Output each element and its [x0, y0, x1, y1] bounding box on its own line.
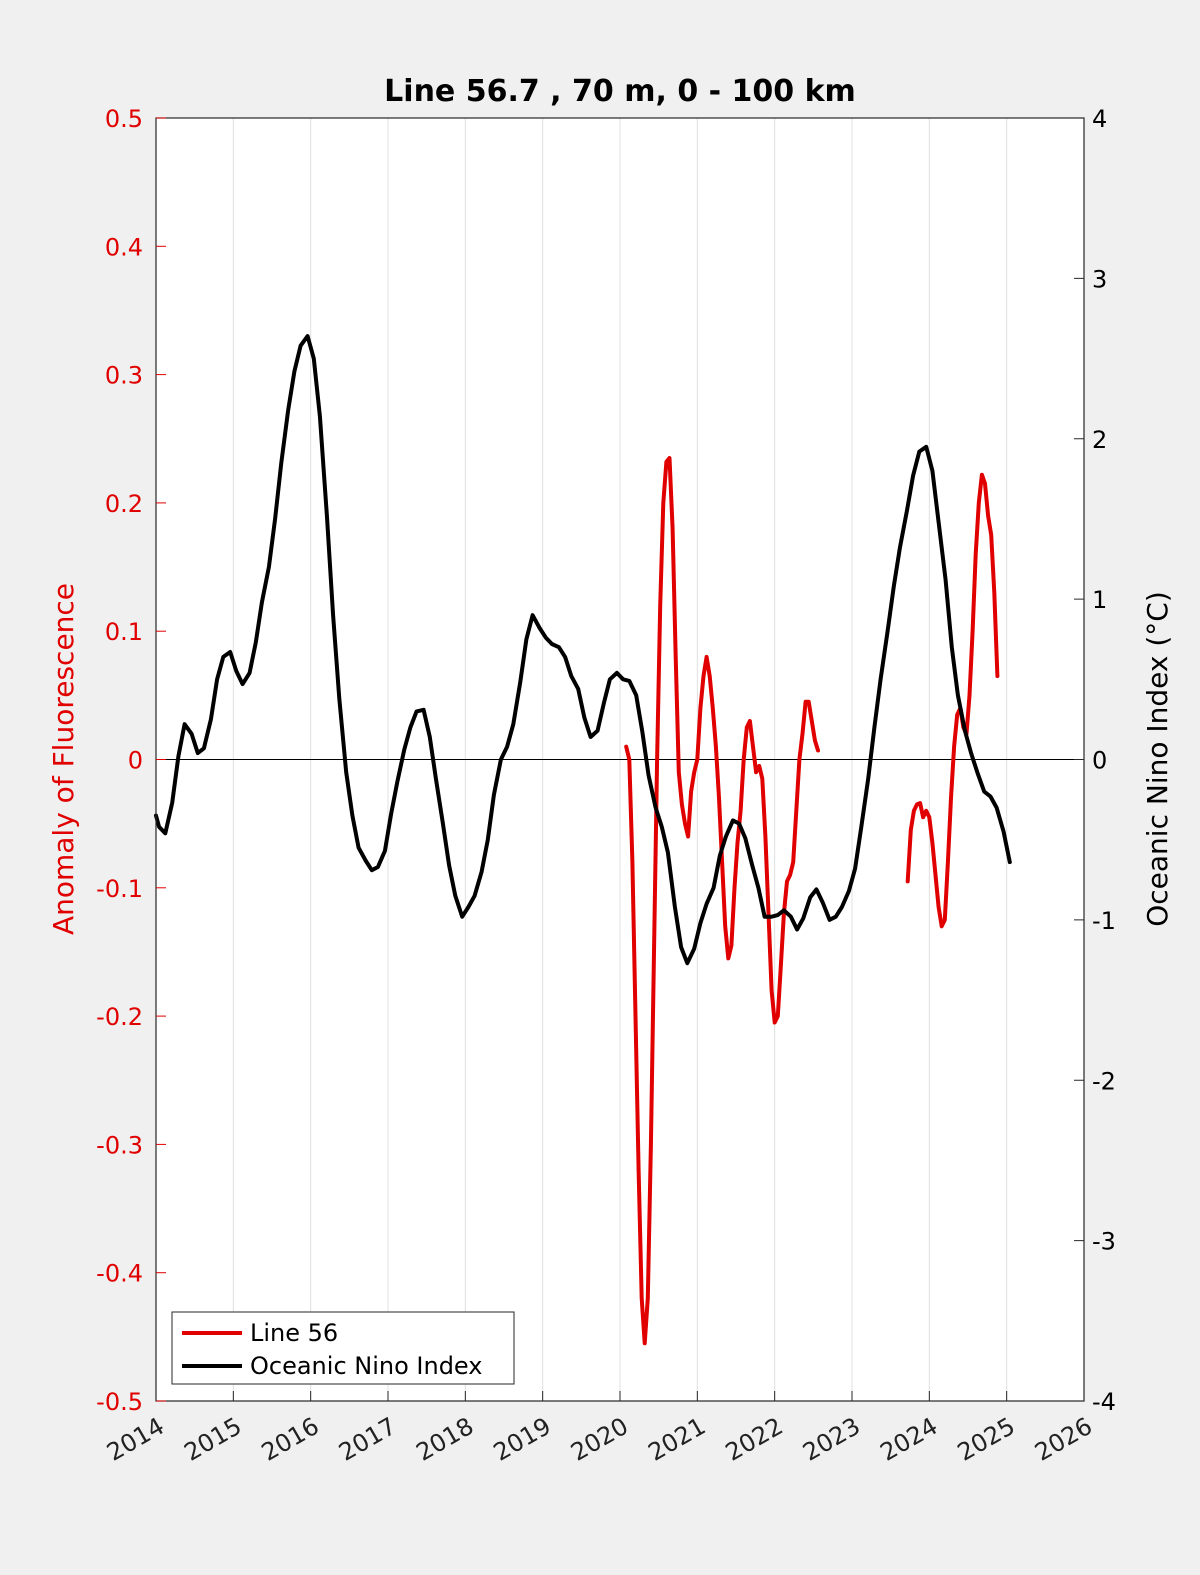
y-right-tick-label: 2: [1092, 426, 1107, 454]
series-line56-segment-0: [624, 456, 820, 1346]
legend: Line 56 Oceanic Nino Index: [171, 1311, 515, 1385]
y-right-tick-label: 0: [1092, 747, 1107, 775]
chart-title: Line 56.7 , 70 m, 0 - 100 km: [384, 74, 856, 109]
y-left-tick-label: -0.2: [96, 1003, 143, 1031]
y-left-tick-label: 0.2: [105, 490, 143, 518]
y-right-tick-label: 4: [1092, 105, 1107, 133]
series-layer: [154, 334, 1012, 1346]
y-right-tick-label: -4: [1092, 1388, 1116, 1416]
y-left-tick-label: -0.4: [96, 1260, 143, 1288]
y-right-tick-label: -1: [1092, 907, 1116, 935]
y-right-tick-label: -2: [1092, 1067, 1116, 1095]
y-right-tick-label: -3: [1092, 1228, 1116, 1256]
y-left-ticks: -0.5 -0.4 -0.3 -0.2 -0.1 0 0.1 0.2 0.3 0.4 0.5: [96, 105, 166, 1416]
series-oni-segment-0: [154, 334, 1012, 966]
y-left-tick-label: 0.4: [105, 233, 143, 261]
legend-label-oni: Oceanic Nino Index: [250, 1352, 482, 1380]
y-right-tick-label: 1: [1092, 586, 1107, 614]
y-axis-right-label: Oceanic Nino Index (°C): [1141, 591, 1174, 927]
y-left-tick-label: -0.3: [96, 1131, 143, 1159]
y-left-tick-label: 0.5: [105, 105, 143, 133]
y-right-ticks: -4 -3 -2 -1 0 1 2 3 4: [1074, 105, 1116, 1416]
y-left-tick-label: -0.5: [96, 1388, 143, 1416]
y-left-tick-label: 0.1: [105, 618, 143, 646]
legend-box: [171, 1311, 515, 1385]
legend-label-line56: Line 56: [250, 1319, 338, 1347]
y-left-tick-label: 0: [128, 747, 143, 775]
y-left-tick-label: -0.1: [96, 875, 143, 903]
series-line56-segment-1: [905, 472, 1000, 929]
y-axis-left-label: Anomaly of Fluorescence: [47, 583, 80, 935]
y-right-tick-label: 3: [1092, 265, 1107, 293]
y-left-tick-label: 0.3: [105, 362, 143, 390]
